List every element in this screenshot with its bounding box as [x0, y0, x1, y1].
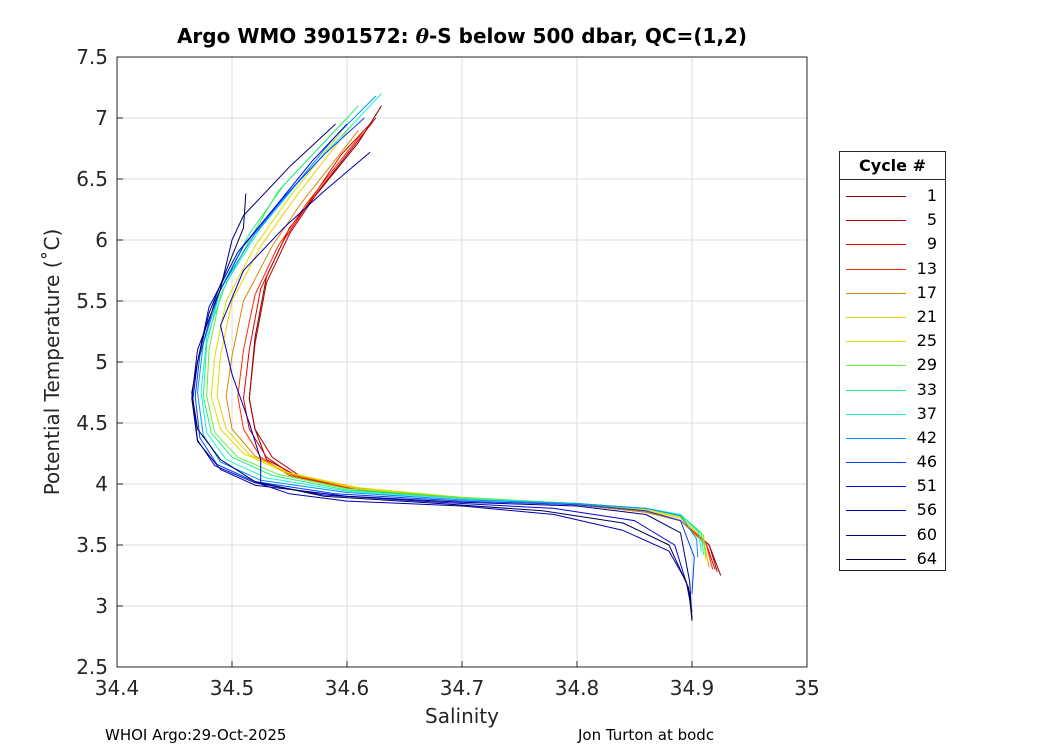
legend-item: 51 [840, 475, 945, 499]
series-line-cycle-42 [197, 95, 699, 558]
legend-label: 29 [916, 355, 937, 375]
x-tick-label: 34.4 [95, 676, 140, 700]
legend-swatch [846, 220, 906, 222]
legend-item: 56 [840, 499, 945, 523]
legend-label: 56 [916, 500, 937, 520]
legend-swatch [846, 413, 906, 415]
legend-swatch [846, 365, 906, 367]
y-tick-label: 2.5 [76, 655, 108, 679]
series-line-cycle-51 [192, 123, 693, 619]
y-axis-label: Potential Temperature (˚C) [40, 228, 64, 496]
x-tick-label: 34.7 [440, 676, 485, 700]
series-line-cycle-17 [225, 129, 710, 568]
series-line-cycle-21 [216, 123, 709, 564]
legend-title: Cycle # [840, 152, 945, 180]
legend-swatch [846, 292, 906, 294]
legend-swatch [846, 558, 906, 560]
y-tick-label: 4.5 [76, 411, 108, 435]
series-line-cycle-56 [220, 151, 693, 613]
legend-item: 37 [840, 403, 945, 427]
legend-item: 29 [840, 354, 945, 378]
legend-label: 25 [916, 331, 937, 351]
legend-swatch [846, 268, 906, 270]
y-tick-label: 5 [95, 350, 108, 374]
legend-item: 64 [840, 548, 945, 572]
legend-label: 42 [916, 427, 937, 447]
x-axis-label: Salinity [425, 704, 499, 728]
legend-label: 13 [916, 258, 937, 278]
axis-ticks: 34.4 34.5 34.6 34.7 34.8 34.9 35 2.5 3 3.5 4 4.5 5 5.… [76, 45, 820, 700]
series-layer [191, 93, 722, 621]
y-tick-label: 6.5 [76, 167, 108, 191]
title-prefix: Argo WMO 3901572: [176, 24, 416, 48]
legend-label: 64 [916, 548, 937, 568]
legend-item: 42 [840, 427, 945, 451]
footer-credit-left: WHOI Argo:29-Oct-2025 [105, 726, 287, 744]
legend-swatch [846, 462, 906, 464]
legend-label: 17 [916, 282, 937, 302]
footer-credit-right: Jon Turton at bodc [578, 726, 715, 744]
legend-swatch [846, 196, 906, 197]
x-tick-label: 35 [794, 676, 819, 700]
y-tick-label: 7.5 [76, 45, 108, 69]
chart-title: Argo WMO 3901572: θ-S below 500 dbar, QC… [117, 24, 807, 48]
legend-label: 51 [916, 476, 937, 496]
y-tick-label: 3 [95, 594, 108, 618]
legend-item: 25 [840, 330, 945, 354]
y-tick-label: 7 [95, 106, 108, 130]
legend-label: 46 [916, 452, 937, 472]
legend-label: 5 [926, 210, 937, 230]
legend: Cycle # 1 5 9 13 17 21 25 29 33 37 42 46 51 56 60 64 [839, 151, 946, 571]
legend-label: 33 [916, 379, 937, 399]
legend-swatch [846, 486, 906, 488]
legend-item: 17 [840, 282, 945, 306]
legend-item: 46 [840, 451, 945, 475]
legend-item: 5 [840, 209, 945, 233]
legend-label: 9 [926, 234, 937, 254]
series-line-cycle-64 [191, 193, 693, 621]
legend-swatch [846, 341, 906, 343]
title-suffix: -S below 500 dbar, QC=(1,2) [428, 24, 748, 48]
legend-item: 13 [840, 258, 945, 282]
series-line-cycle-60 [191, 123, 693, 621]
legend-item: 9 [840, 233, 945, 257]
x-tick-label: 34.9 [670, 676, 715, 700]
legend-item: 60 [840, 524, 945, 548]
legend-swatch [846, 244, 906, 246]
legend-label: 21 [916, 306, 937, 326]
legend-label: 37 [916, 403, 937, 423]
y-tick-label: 3.5 [76, 533, 108, 557]
series-line-cycle-25 [210, 123, 707, 560]
legend-items: 1 5 9 13 17 21 25 29 33 37 42 46 51 56 60 64 [840, 180, 945, 572]
y-tick-label: 5.5 [76, 289, 108, 313]
y-tick-label: 4 [95, 472, 108, 496]
x-tick-label: 34.5 [210, 676, 255, 700]
legend-item: 33 [840, 379, 945, 403]
legend-swatch [846, 510, 906, 512]
y-tick-label: 6 [95, 228, 108, 252]
legend-swatch [846, 389, 906, 391]
legend-swatch [846, 316, 906, 318]
legend-swatch [846, 534, 906, 536]
legend-item: 21 [840, 306, 945, 330]
x-tick-label: 34.6 [325, 676, 370, 700]
legend-label: 60 [916, 524, 937, 544]
legend-item: 1 [840, 185, 945, 209]
x-tick-label: 34.8 [555, 676, 600, 700]
legend-label: 1 [926, 186, 937, 205]
title-theta-symbol: θ [415, 24, 429, 48]
legend-swatch [846, 437, 906, 439]
